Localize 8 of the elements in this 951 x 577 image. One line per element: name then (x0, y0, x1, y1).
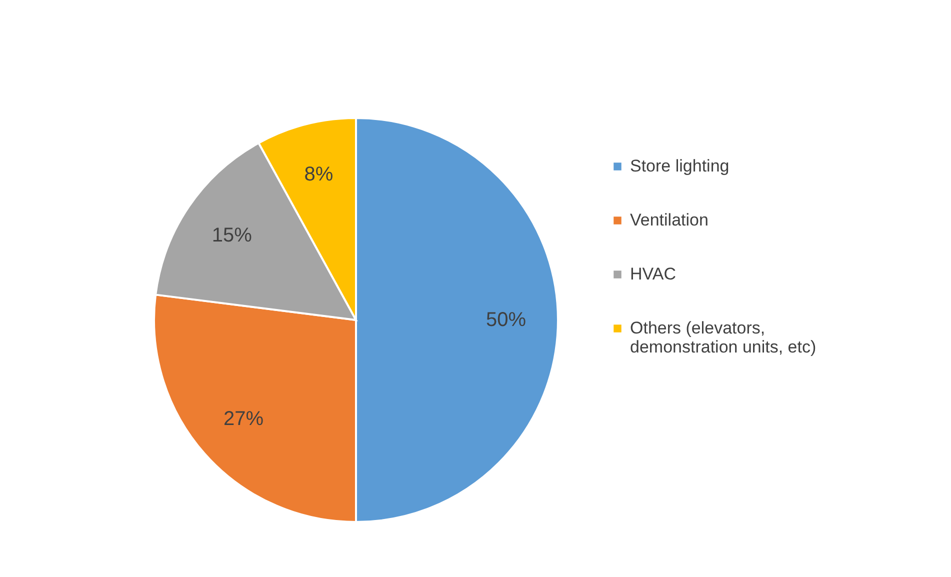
legend-label: Store lighting (630, 156, 730, 176)
data-label: 27% (223, 408, 264, 430)
data-label: 15% (212, 224, 252, 247)
legend-label: Others (elevators, demonstration units, etc) (630, 318, 816, 356)
legend-label: HVAC (630, 264, 676, 284)
data-label: 50% (486, 309, 526, 331)
data-label: 8% (304, 164, 334, 186)
legend-label: Ventilation (630, 210, 708, 230)
